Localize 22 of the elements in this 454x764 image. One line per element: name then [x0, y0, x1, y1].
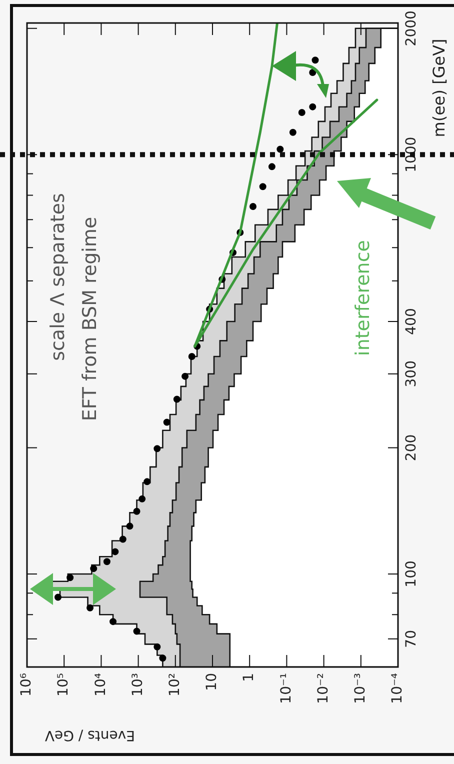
x-tick-label: 10⁴	[92, 672, 109, 696]
x-tick-label: 10³	[130, 673, 146, 696]
y-tick-label: 100	[404, 560, 420, 588]
x-tick-label: 10⁻²	[315, 673, 332, 704]
x-tick-label: 10⁻¹	[278, 673, 294, 704]
x-tick-label: 10⁵	[56, 673, 72, 696]
annotation: interference	[352, 240, 374, 356]
annotation: EFT from BSM regime	[79, 216, 101, 422]
x-tick-label: 1	[241, 673, 258, 682]
x-tick-label: 10⁻³	[352, 673, 369, 704]
annotation: scale Λ separates	[47, 193, 69, 361]
x-tick-label: 10	[204, 673, 220, 691]
y-tick-label: 2000	[404, 10, 420, 46]
x-tick-label: 10²	[167, 673, 184, 696]
y-tick-label: 300	[404, 360, 420, 388]
x-tick-label: 10⁻⁴	[390, 672, 406, 704]
x-tick-label: 10⁶	[18, 672, 35, 696]
y-tick-label: 200	[404, 434, 420, 462]
y-tick-label: 400	[404, 308, 420, 335]
y-tick-label: 70	[404, 630, 420, 648]
y-axis-title: m(ee) [GeV]	[430, 38, 448, 138]
x-axis-title: Events / GeV	[44, 727, 136, 743]
